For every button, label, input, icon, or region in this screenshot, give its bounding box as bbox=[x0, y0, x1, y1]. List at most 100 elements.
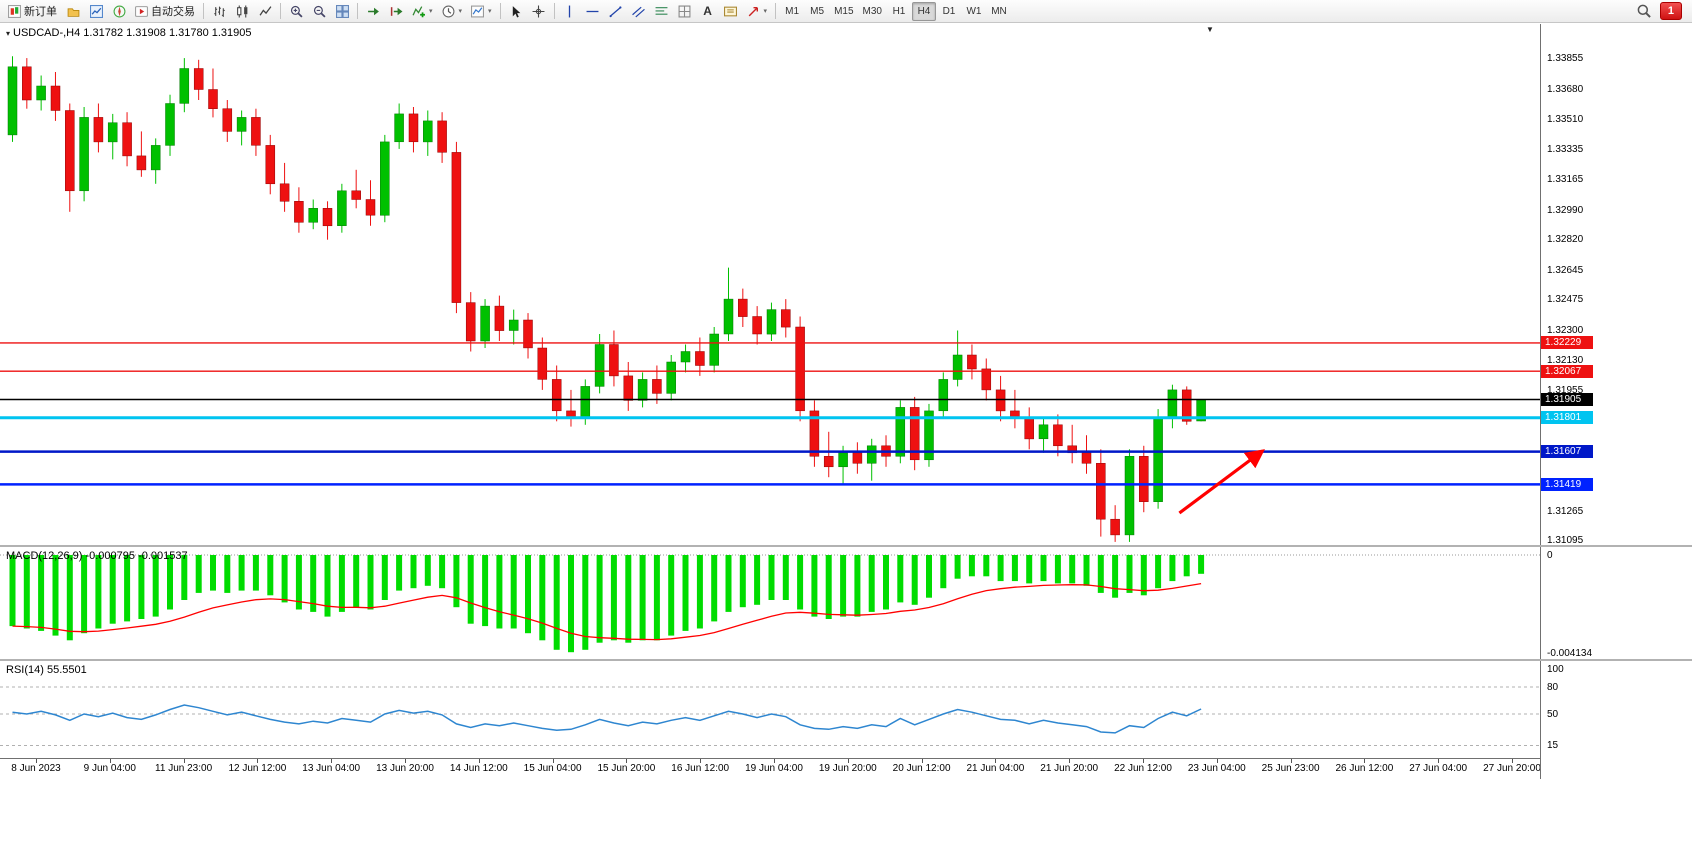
macd-bar bbox=[124, 555, 131, 622]
timeframe-m1-button[interactable]: M1 bbox=[785, 5, 800, 17]
macd-bar bbox=[1026, 555, 1033, 584]
line-chart-button[interactable] bbox=[254, 2, 276, 21]
candle-up bbox=[680, 344, 691, 373]
search-button[interactable] bbox=[1633, 2, 1655, 21]
macd-bar bbox=[1069, 555, 1076, 584]
new-order-button[interactable]: 新订单 bbox=[4, 2, 61, 21]
time-tick bbox=[774, 759, 775, 763]
main-chart-panel[interactable]: ▾ USDCAD-,H4 1.31782 1.31908 1.31780 1.31… bbox=[0, 24, 1540, 545]
profiles-button[interactable] bbox=[62, 2, 84, 21]
templates-icon bbox=[471, 5, 485, 18]
time-tick bbox=[995, 759, 997, 763]
time-tick bbox=[1438, 759, 1440, 763]
panel-splitter[interactable] bbox=[0, 659, 1692, 661]
price-scale-label: 1.32820 bbox=[1547, 234, 1584, 246]
horizontal-line-icon bbox=[586, 5, 599, 18]
timeframe-h4-button[interactable]: H4 bbox=[911, 1, 936, 21]
templates-button[interactable]: ▾ bbox=[467, 2, 496, 21]
tile-windows-button[interactable] bbox=[331, 2, 353, 21]
timeframe-mn-button[interactable]: MN bbox=[991, 5, 1007, 17]
macd-signal-line bbox=[12, 582, 1202, 641]
chart-shift-marker-icon[interactable]: ▼ bbox=[1206, 25, 1214, 34]
horizontal-line-button[interactable] bbox=[582, 2, 604, 21]
candle-down bbox=[623, 362, 634, 411]
candlestick-chart[interactable] bbox=[0, 24, 1540, 545]
timeframe-m30-button[interactable]: M30 bbox=[862, 5, 882, 17]
macd-bar bbox=[267, 555, 274, 596]
zoom-in-button[interactable] bbox=[285, 2, 307, 21]
macd-chart[interactable] bbox=[0, 547, 1540, 659]
candle-up bbox=[165, 94, 175, 156]
macd-bar bbox=[610, 555, 617, 641]
macd-bar bbox=[66, 555, 73, 641]
main-toolbar: 新订单 自动交易 ▾ ▾ ▾ A ▾ M1 M5 M15 M30 H1 H4 D1 W1 MN 1 bbox=[0, 0, 1692, 23]
time-tick bbox=[626, 759, 628, 763]
indicators-dropdown-icon: ▾ bbox=[429, 8, 433, 15]
text-label-button[interactable] bbox=[720, 2, 742, 21]
time-axis[interactable]: 8 Jun 2023 9 Jun 04:00 11 Jun 23:00 12 Jun … bbox=[0, 758, 1541, 778]
indicators-button[interactable]: ▾ bbox=[408, 2, 437, 21]
timeframe-m15-button[interactable]: M15 bbox=[834, 5, 854, 17]
text-button[interactable]: A bbox=[697, 2, 719, 21]
time-tick bbox=[331, 759, 333, 763]
time-tick bbox=[257, 759, 259, 763]
time-label: 15 Jun 20:00 bbox=[597, 763, 656, 774]
market-watch-button[interactable] bbox=[85, 2, 107, 21]
zoom-out-button[interactable] bbox=[308, 2, 330, 21]
notification-badge[interactable]: 1 bbox=[1659, 2, 1682, 20]
bar-chart-button[interactable] bbox=[208, 2, 230, 21]
macd-bar bbox=[739, 555, 746, 608]
chart-shift-button[interactable] bbox=[385, 2, 407, 21]
time-tick bbox=[1512, 759, 1513, 763]
candle-down bbox=[795, 316, 805, 422]
macd-bar bbox=[725, 555, 732, 612]
macd-bar bbox=[23, 555, 30, 629]
macd-bar bbox=[940, 555, 947, 589]
cursor-icon bbox=[509, 5, 522, 18]
candle-down bbox=[1010, 389, 1020, 429]
macd-bar bbox=[1183, 555, 1190, 577]
auto-scroll-icon bbox=[367, 5, 380, 18]
shapes-button[interactable] bbox=[674, 2, 696, 21]
candlestick-chart-button[interactable] bbox=[231, 2, 253, 21]
macd-bar bbox=[653, 555, 660, 641]
timeframe-w1-button[interactable]: W1 bbox=[966, 5, 982, 17]
new-order-icon bbox=[8, 4, 21, 18]
crosshair-button[interactable] bbox=[528, 2, 550, 21]
macd-bar bbox=[453, 555, 460, 608]
macd-panel[interactable]: MACD(12,26,9) -0.000795 -0.001537 bbox=[0, 547, 1540, 659]
time-label: 14 Jun 12:00 bbox=[449, 763, 508, 774]
candle-up bbox=[79, 107, 89, 202]
arrows-button[interactable]: ▾ bbox=[743, 2, 772, 21]
macd-bar bbox=[954, 555, 961, 579]
auto-scroll-button[interactable] bbox=[362, 2, 384, 21]
candle-down bbox=[752, 306, 762, 345]
candle-down bbox=[981, 358, 992, 401]
auto-trading-button[interactable]: 自动交易 bbox=[131, 2, 199, 21]
candle-down bbox=[995, 375, 1006, 422]
candlestick-chart-icon bbox=[236, 5, 249, 18]
cursor-button[interactable] bbox=[505, 2, 527, 21]
rsi-panel[interactable]: RSI(14) 55.5501 bbox=[0, 661, 1540, 758]
time-tick bbox=[36, 759, 37, 763]
macd-bar bbox=[1040, 555, 1047, 582]
timeframe-h1-button[interactable]: H1 bbox=[892, 5, 906, 17]
equidistant-channel-button[interactable] bbox=[628, 2, 650, 21]
price-scale-label: 1.32475 bbox=[1547, 294, 1584, 306]
arrow-annotation[interactable] bbox=[1178, 449, 1265, 515]
macd-bar bbox=[181, 555, 188, 600]
macd-bar bbox=[410, 555, 417, 589]
macd-bar bbox=[310, 555, 317, 612]
timeframe-d1-button[interactable]: D1 bbox=[942, 5, 956, 17]
price-axis[interactable]: 1.32229 1.32067 1.31801 1.31607 1.31419 1.319… bbox=[1540, 24, 1692, 779]
candle-up bbox=[766, 302, 777, 341]
trendline-button[interactable] bbox=[605, 2, 627, 21]
panel-splitter[interactable] bbox=[0, 545, 1692, 547]
vertical-line-button[interactable] bbox=[559, 2, 581, 21]
timeframe-m5-button[interactable]: M5 bbox=[810, 5, 825, 17]
periods-button[interactable]: ▾ bbox=[438, 2, 467, 21]
macd-bar bbox=[1097, 555, 1104, 593]
rsi-chart[interactable] bbox=[0, 661, 1540, 758]
navigator-button[interactable] bbox=[108, 2, 130, 21]
fibonacci-button[interactable] bbox=[651, 2, 673, 21]
